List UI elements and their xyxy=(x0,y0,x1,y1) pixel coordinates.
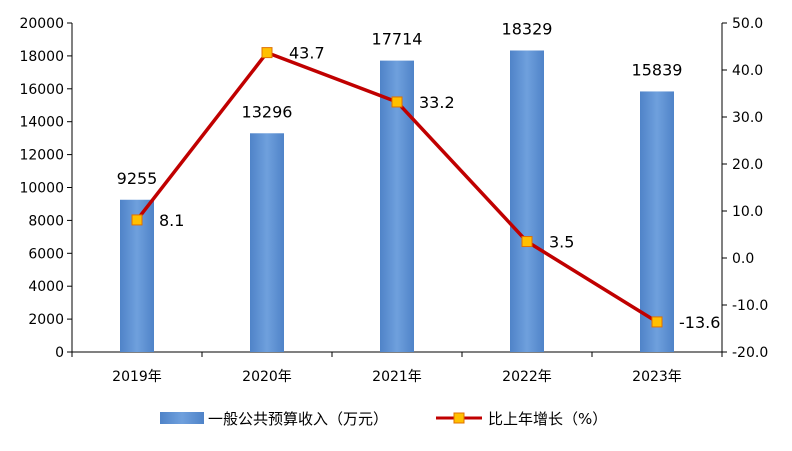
x-tick-label: 2019年 xyxy=(112,369,162,385)
bar-value-label: 18329 xyxy=(502,19,553,38)
line-value-label: -13.6 xyxy=(679,313,720,332)
line-point xyxy=(651,316,663,328)
line-value-label: 33.2 xyxy=(419,93,455,112)
y-left-tick-label: 16000 xyxy=(19,82,64,98)
y-left-tick-label: 20000 xyxy=(19,16,64,32)
y-left-tick-label: 4000 xyxy=(28,279,64,295)
x-tick-label: 2020年 xyxy=(242,369,292,385)
legend-bar-swatch xyxy=(160,412,204,424)
bar xyxy=(510,50,544,353)
y-right-tick-label: 40.0 xyxy=(732,63,763,79)
y-left-tick-label: 8000 xyxy=(28,213,64,229)
y-left-tick-label: 10000 xyxy=(19,181,64,197)
y-left-tick-label: 2000 xyxy=(28,312,64,328)
y-left-tick-label: 0 xyxy=(55,345,64,361)
legend-line-marker xyxy=(453,412,465,424)
y-left-tick-label: 18000 xyxy=(19,49,64,65)
bar xyxy=(640,91,674,352)
line-value-label: 43.7 xyxy=(289,44,325,63)
y-right-tick-label: 30.0 xyxy=(732,110,763,126)
y-left-tick-label: 12000 xyxy=(19,148,64,164)
line-point xyxy=(391,96,403,108)
bar-value-label: 17714 xyxy=(372,30,423,49)
legend-bar-label: 一般公共预算收入（万元） xyxy=(208,410,388,428)
line-value-label: 8.1 xyxy=(159,211,184,230)
bar-value-label: 13296 xyxy=(242,102,293,121)
axes: 0 2000 4000 6000 8000 10000 12000 14000 16000 180… xyxy=(19,16,768,385)
y-right-tick-label: 50.0 xyxy=(732,16,763,32)
line-point xyxy=(261,47,273,59)
line-value-label: 3.5 xyxy=(549,233,574,252)
x-tick-label: 2023年 xyxy=(632,369,682,385)
bars-layer xyxy=(120,50,674,353)
y-right-tick-label: 10.0 xyxy=(732,204,763,220)
labels-layer: 9255 13296 17714 18329 15839 8.1 43.7 33.2 3.5 -1… xyxy=(117,19,721,331)
x-tick-label: 2022年 xyxy=(502,369,552,385)
y-right-tick-label: 20.0 xyxy=(732,157,763,173)
bar-value-label: 9255 xyxy=(117,169,158,188)
bar xyxy=(380,60,414,352)
legend-line-label: 比上年增长（%） xyxy=(488,410,607,428)
line-point xyxy=(131,214,143,226)
x-tick-label: 2021年 xyxy=(372,369,422,385)
bar-value-label: 15839 xyxy=(632,60,683,79)
y-right-tick-label: -20.0 xyxy=(732,345,768,361)
y-left-tick-label: 6000 xyxy=(28,246,64,262)
line-layer xyxy=(131,47,663,328)
y-left-tick-label: 14000 xyxy=(19,115,64,131)
y-right-tick-label: -10.0 xyxy=(732,298,768,314)
legend: 一般公共预算收入（万元） 比上年增长（%） xyxy=(160,410,607,428)
y-right-tick-label: 0.0 xyxy=(732,251,754,267)
line-point xyxy=(521,236,533,248)
bar xyxy=(250,133,284,352)
